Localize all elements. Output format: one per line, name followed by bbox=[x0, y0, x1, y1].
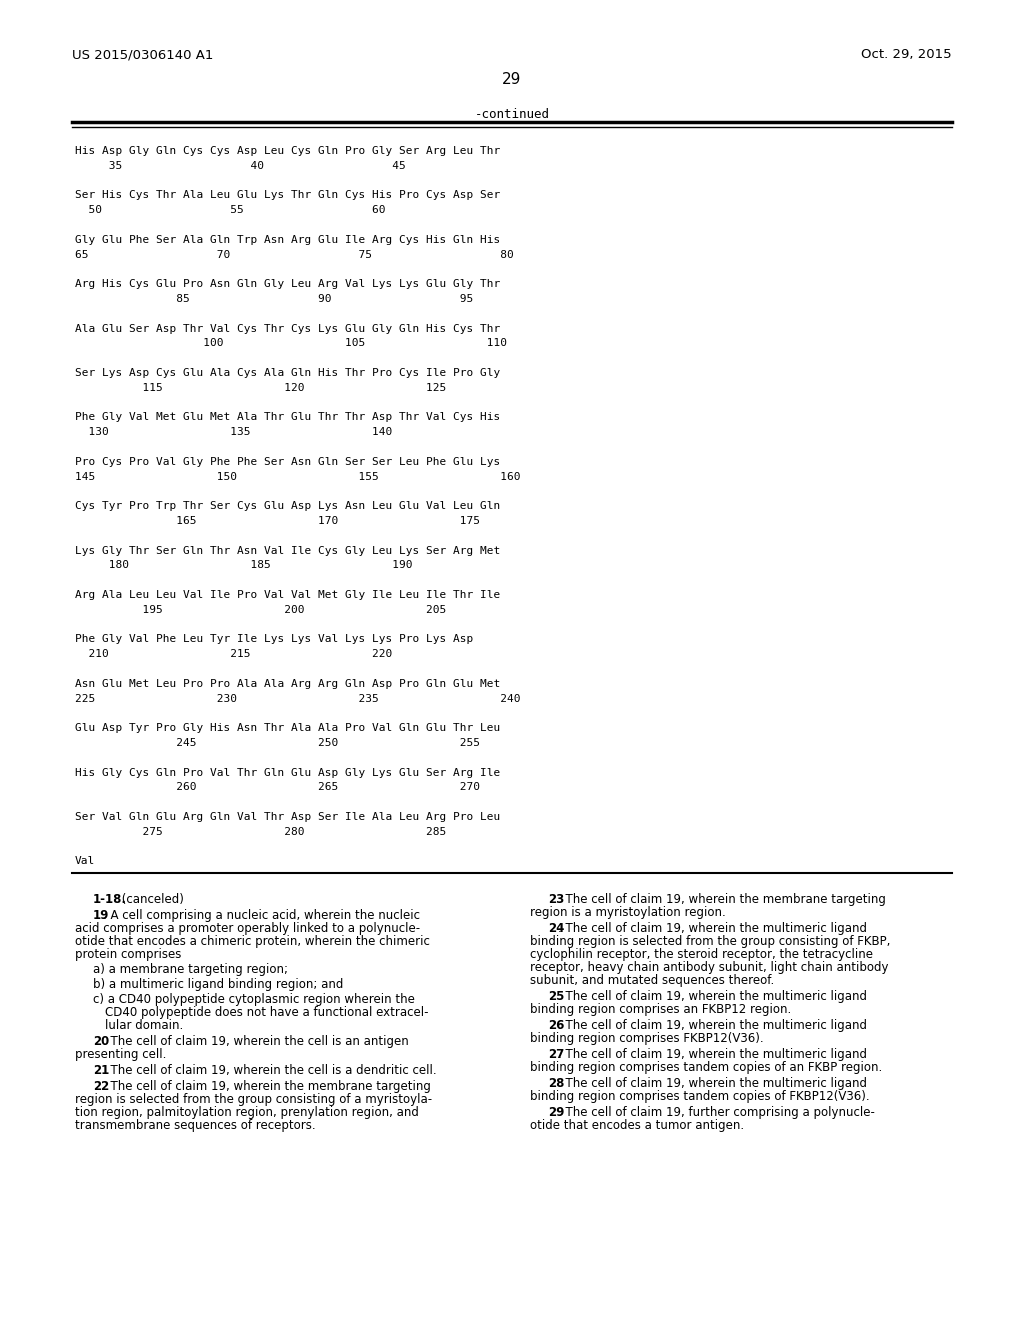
Text: 225                  230                  235                  240: 225 230 235 240 bbox=[75, 693, 520, 704]
Text: . The cell of claim 19, wherein the multimeric ligand: . The cell of claim 19, wherein the mult… bbox=[558, 1019, 867, 1032]
Text: . The cell of claim 19, wherein the cell is a dendritic cell.: . The cell of claim 19, wherein the cell… bbox=[103, 1064, 436, 1077]
Text: Lys Gly Thr Ser Gln Thr Asn Val Ile Cys Gly Leu Lys Ser Arg Met: Lys Gly Thr Ser Gln Thr Asn Val Ile Cys … bbox=[75, 545, 501, 556]
Text: . The cell of claim 19, wherein the multimeric ligand: . The cell of claim 19, wherein the mult… bbox=[558, 1077, 867, 1090]
Text: 28: 28 bbox=[548, 1077, 564, 1090]
Text: . The cell of claim 19, wherein the multimeric ligand: . The cell of claim 19, wherein the mult… bbox=[558, 1048, 867, 1061]
Text: Cys Tyr Pro Trp Thr Ser Cys Glu Asp Lys Asn Leu Glu Val Leu Gln: Cys Tyr Pro Trp Thr Ser Cys Glu Asp Lys … bbox=[75, 502, 501, 511]
Text: 145                  150                  155                  160: 145 150 155 160 bbox=[75, 471, 520, 482]
Text: Glu Asp Tyr Pro Gly His Asn Thr Ala Ala Pro Val Gln Glu Thr Leu: Glu Asp Tyr Pro Gly His Asn Thr Ala Ala … bbox=[75, 723, 501, 733]
Text: Ser Val Gln Glu Arg Gln Val Thr Asp Ser Ile Ala Leu Arg Pro Leu: Ser Val Gln Glu Arg Gln Val Thr Asp Ser … bbox=[75, 812, 501, 822]
Text: . The cell of claim 19, wherein the multimeric ligand: . The cell of claim 19, wherein the mult… bbox=[558, 923, 867, 935]
Text: Val: Val bbox=[75, 857, 95, 866]
Text: Phe Gly Val Met Glu Met Ala Thr Glu Thr Thr Asp Thr Val Cys His: Phe Gly Val Met Glu Met Ala Thr Glu Thr … bbox=[75, 412, 501, 422]
Text: subunit, and mutated sequences thereof.: subunit, and mutated sequences thereof. bbox=[530, 974, 774, 987]
Text: 195                  200                  205: 195 200 205 bbox=[75, 605, 446, 615]
Text: -continued: -continued bbox=[474, 108, 550, 121]
Text: receptor, heavy chain antibody subunit, light chain antibody: receptor, heavy chain antibody subunit, … bbox=[530, 961, 889, 974]
Text: . A cell comprising a nucleic acid, wherein the nucleic: . A cell comprising a nucleic acid, wher… bbox=[103, 909, 420, 923]
Text: . The cell of claim 19, further comprising a polynucle-: . The cell of claim 19, further comprisi… bbox=[558, 1106, 874, 1119]
Text: CD40 polypeptide does not have a functional extracel-: CD40 polypeptide does not have a functio… bbox=[105, 1006, 428, 1019]
Text: Ser Lys Asp Cys Glu Ala Cys Ala Gln His Thr Pro Cys Ile Pro Gly: Ser Lys Asp Cys Glu Ala Cys Ala Gln His … bbox=[75, 368, 501, 378]
Text: Ala Glu Ser Asp Thr Val Cys Thr Cys Lys Glu Gly Gln His Cys Thr: Ala Glu Ser Asp Thr Val Cys Thr Cys Lys … bbox=[75, 323, 501, 334]
Text: 23: 23 bbox=[548, 894, 564, 907]
Text: 1-18.: 1-18. bbox=[93, 894, 127, 907]
Text: . The cell of claim 19, wherein the membrane targeting: . The cell of claim 19, wherein the memb… bbox=[103, 1080, 431, 1093]
Text: (canceled): (canceled) bbox=[118, 894, 184, 907]
Text: Ser His Cys Thr Ala Leu Glu Lys Thr Gln Cys His Pro Cys Asp Ser: Ser His Cys Thr Ala Leu Glu Lys Thr Gln … bbox=[75, 190, 501, 201]
Text: region is selected from the group consisting of a myristoyla-: region is selected from the group consis… bbox=[75, 1093, 432, 1106]
Text: a) a membrane targeting region;: a) a membrane targeting region; bbox=[93, 964, 288, 977]
Text: Pro Cys Pro Val Gly Phe Phe Ser Asn Gln Ser Ser Leu Phe Glu Lys: Pro Cys Pro Val Gly Phe Phe Ser Asn Gln … bbox=[75, 457, 501, 467]
Text: 85                   90                   95: 85 90 95 bbox=[75, 294, 473, 304]
Text: 22: 22 bbox=[93, 1080, 110, 1093]
Text: . The cell of claim 19, wherein the multimeric ligand: . The cell of claim 19, wherein the mult… bbox=[558, 990, 867, 1003]
Text: binding region is selected from the group consisting of FKBP,: binding region is selected from the grou… bbox=[530, 935, 891, 948]
Text: Arg His Cys Glu Pro Asn Gln Gly Leu Arg Val Lys Lys Glu Gly Thr: Arg His Cys Glu Pro Asn Gln Gly Leu Arg … bbox=[75, 280, 501, 289]
Text: otide that encodes a tumor antigen.: otide that encodes a tumor antigen. bbox=[530, 1119, 744, 1133]
Text: presenting cell.: presenting cell. bbox=[75, 1048, 166, 1061]
Text: 20: 20 bbox=[93, 1035, 110, 1048]
Text: Asn Glu Met Leu Pro Pro Ala Ala Arg Arg Gln Asp Pro Gln Glu Met: Asn Glu Met Leu Pro Pro Ala Ala Arg Arg … bbox=[75, 678, 501, 689]
Text: Phe Gly Val Phe Leu Tyr Ile Lys Lys Val Lys Lys Pro Lys Asp: Phe Gly Val Phe Leu Tyr Ile Lys Lys Val … bbox=[75, 635, 473, 644]
Text: Oct. 29, 2015: Oct. 29, 2015 bbox=[861, 48, 952, 61]
Text: 26: 26 bbox=[548, 1019, 564, 1032]
Text: acid comprises a promoter operably linked to a polynucle-: acid comprises a promoter operably linke… bbox=[75, 923, 420, 935]
Text: 100                  105                  110: 100 105 110 bbox=[75, 338, 507, 348]
Text: region is a myristoylation region.: region is a myristoylation region. bbox=[530, 907, 726, 919]
Text: 19: 19 bbox=[93, 909, 110, 923]
Text: 50                   55                   60: 50 55 60 bbox=[75, 205, 385, 215]
Text: 27: 27 bbox=[548, 1048, 564, 1061]
Text: 35                   40                   45: 35 40 45 bbox=[75, 161, 406, 170]
Text: . The cell of claim 19, wherein the membrane targeting: . The cell of claim 19, wherein the memb… bbox=[558, 894, 886, 907]
Text: 130                  135                  140: 130 135 140 bbox=[75, 428, 392, 437]
Text: b) a multimeric ligand binding region; and: b) a multimeric ligand binding region; a… bbox=[93, 978, 343, 991]
Text: 65                   70                   75                   80: 65 70 75 80 bbox=[75, 249, 514, 260]
Text: 25: 25 bbox=[548, 990, 564, 1003]
Text: 210                  215                  220: 210 215 220 bbox=[75, 649, 392, 659]
Text: protein comprises: protein comprises bbox=[75, 948, 181, 961]
Text: binding region comprises an FKBP12 region.: binding region comprises an FKBP12 regio… bbox=[530, 1003, 792, 1016]
Text: 260                  265                  270: 260 265 270 bbox=[75, 783, 480, 792]
Text: 21: 21 bbox=[93, 1064, 110, 1077]
Text: 245                  250                  255: 245 250 255 bbox=[75, 738, 480, 748]
Text: c) a CD40 polypeptide cytoplasmic region wherein the: c) a CD40 polypeptide cytoplasmic region… bbox=[93, 993, 415, 1006]
Text: binding region comprises tandem copies of an FKBP region.: binding region comprises tandem copies o… bbox=[530, 1061, 883, 1074]
Text: otide that encodes a chimeric protein, wherein the chimeric: otide that encodes a chimeric protein, w… bbox=[75, 935, 430, 948]
Text: US 2015/0306140 A1: US 2015/0306140 A1 bbox=[72, 48, 213, 61]
Text: . The cell of claim 19, wherein the cell is an antigen: . The cell of claim 19, wherein the cell… bbox=[103, 1035, 409, 1048]
Text: 24: 24 bbox=[548, 923, 564, 935]
Text: 115                  120                  125: 115 120 125 bbox=[75, 383, 446, 393]
Text: 180                  185                  190: 180 185 190 bbox=[75, 561, 413, 570]
Text: transmembrane sequences of receptors.: transmembrane sequences of receptors. bbox=[75, 1119, 315, 1133]
Text: binding region comprises tandem copies of FKBP12(V36).: binding region comprises tandem copies o… bbox=[530, 1090, 869, 1104]
Text: lular domain.: lular domain. bbox=[105, 1019, 183, 1032]
Text: Arg Ala Leu Leu Val Ile Pro Val Val Met Gly Ile Leu Ile Thr Ile: Arg Ala Leu Leu Val Ile Pro Val Val Met … bbox=[75, 590, 501, 601]
Text: 29: 29 bbox=[548, 1106, 564, 1119]
Text: cyclophilin receptor, the steroid receptor, the tetracycline: cyclophilin receptor, the steroid recept… bbox=[530, 948, 873, 961]
Text: 165                  170                  175: 165 170 175 bbox=[75, 516, 480, 525]
Text: binding region comprises FKBP12(V36).: binding region comprises FKBP12(V36). bbox=[530, 1032, 764, 1045]
Text: His Asp Gly Gln Cys Cys Asp Leu Cys Gln Pro Gly Ser Arg Leu Thr: His Asp Gly Gln Cys Cys Asp Leu Cys Gln … bbox=[75, 147, 501, 156]
Text: 275                  280                  285: 275 280 285 bbox=[75, 826, 446, 837]
Text: His Gly Cys Gln Pro Val Thr Gln Glu Asp Gly Lys Glu Ser Arg Ile: His Gly Cys Gln Pro Val Thr Gln Glu Asp … bbox=[75, 768, 501, 777]
Text: 29: 29 bbox=[503, 73, 521, 87]
Text: Gly Glu Phe Ser Ala Gln Trp Asn Arg Glu Ile Arg Cys His Gln His: Gly Glu Phe Ser Ala Gln Trp Asn Arg Glu … bbox=[75, 235, 501, 244]
Text: tion region, palmitoylation region, prenylation region, and: tion region, palmitoylation region, pren… bbox=[75, 1106, 419, 1119]
